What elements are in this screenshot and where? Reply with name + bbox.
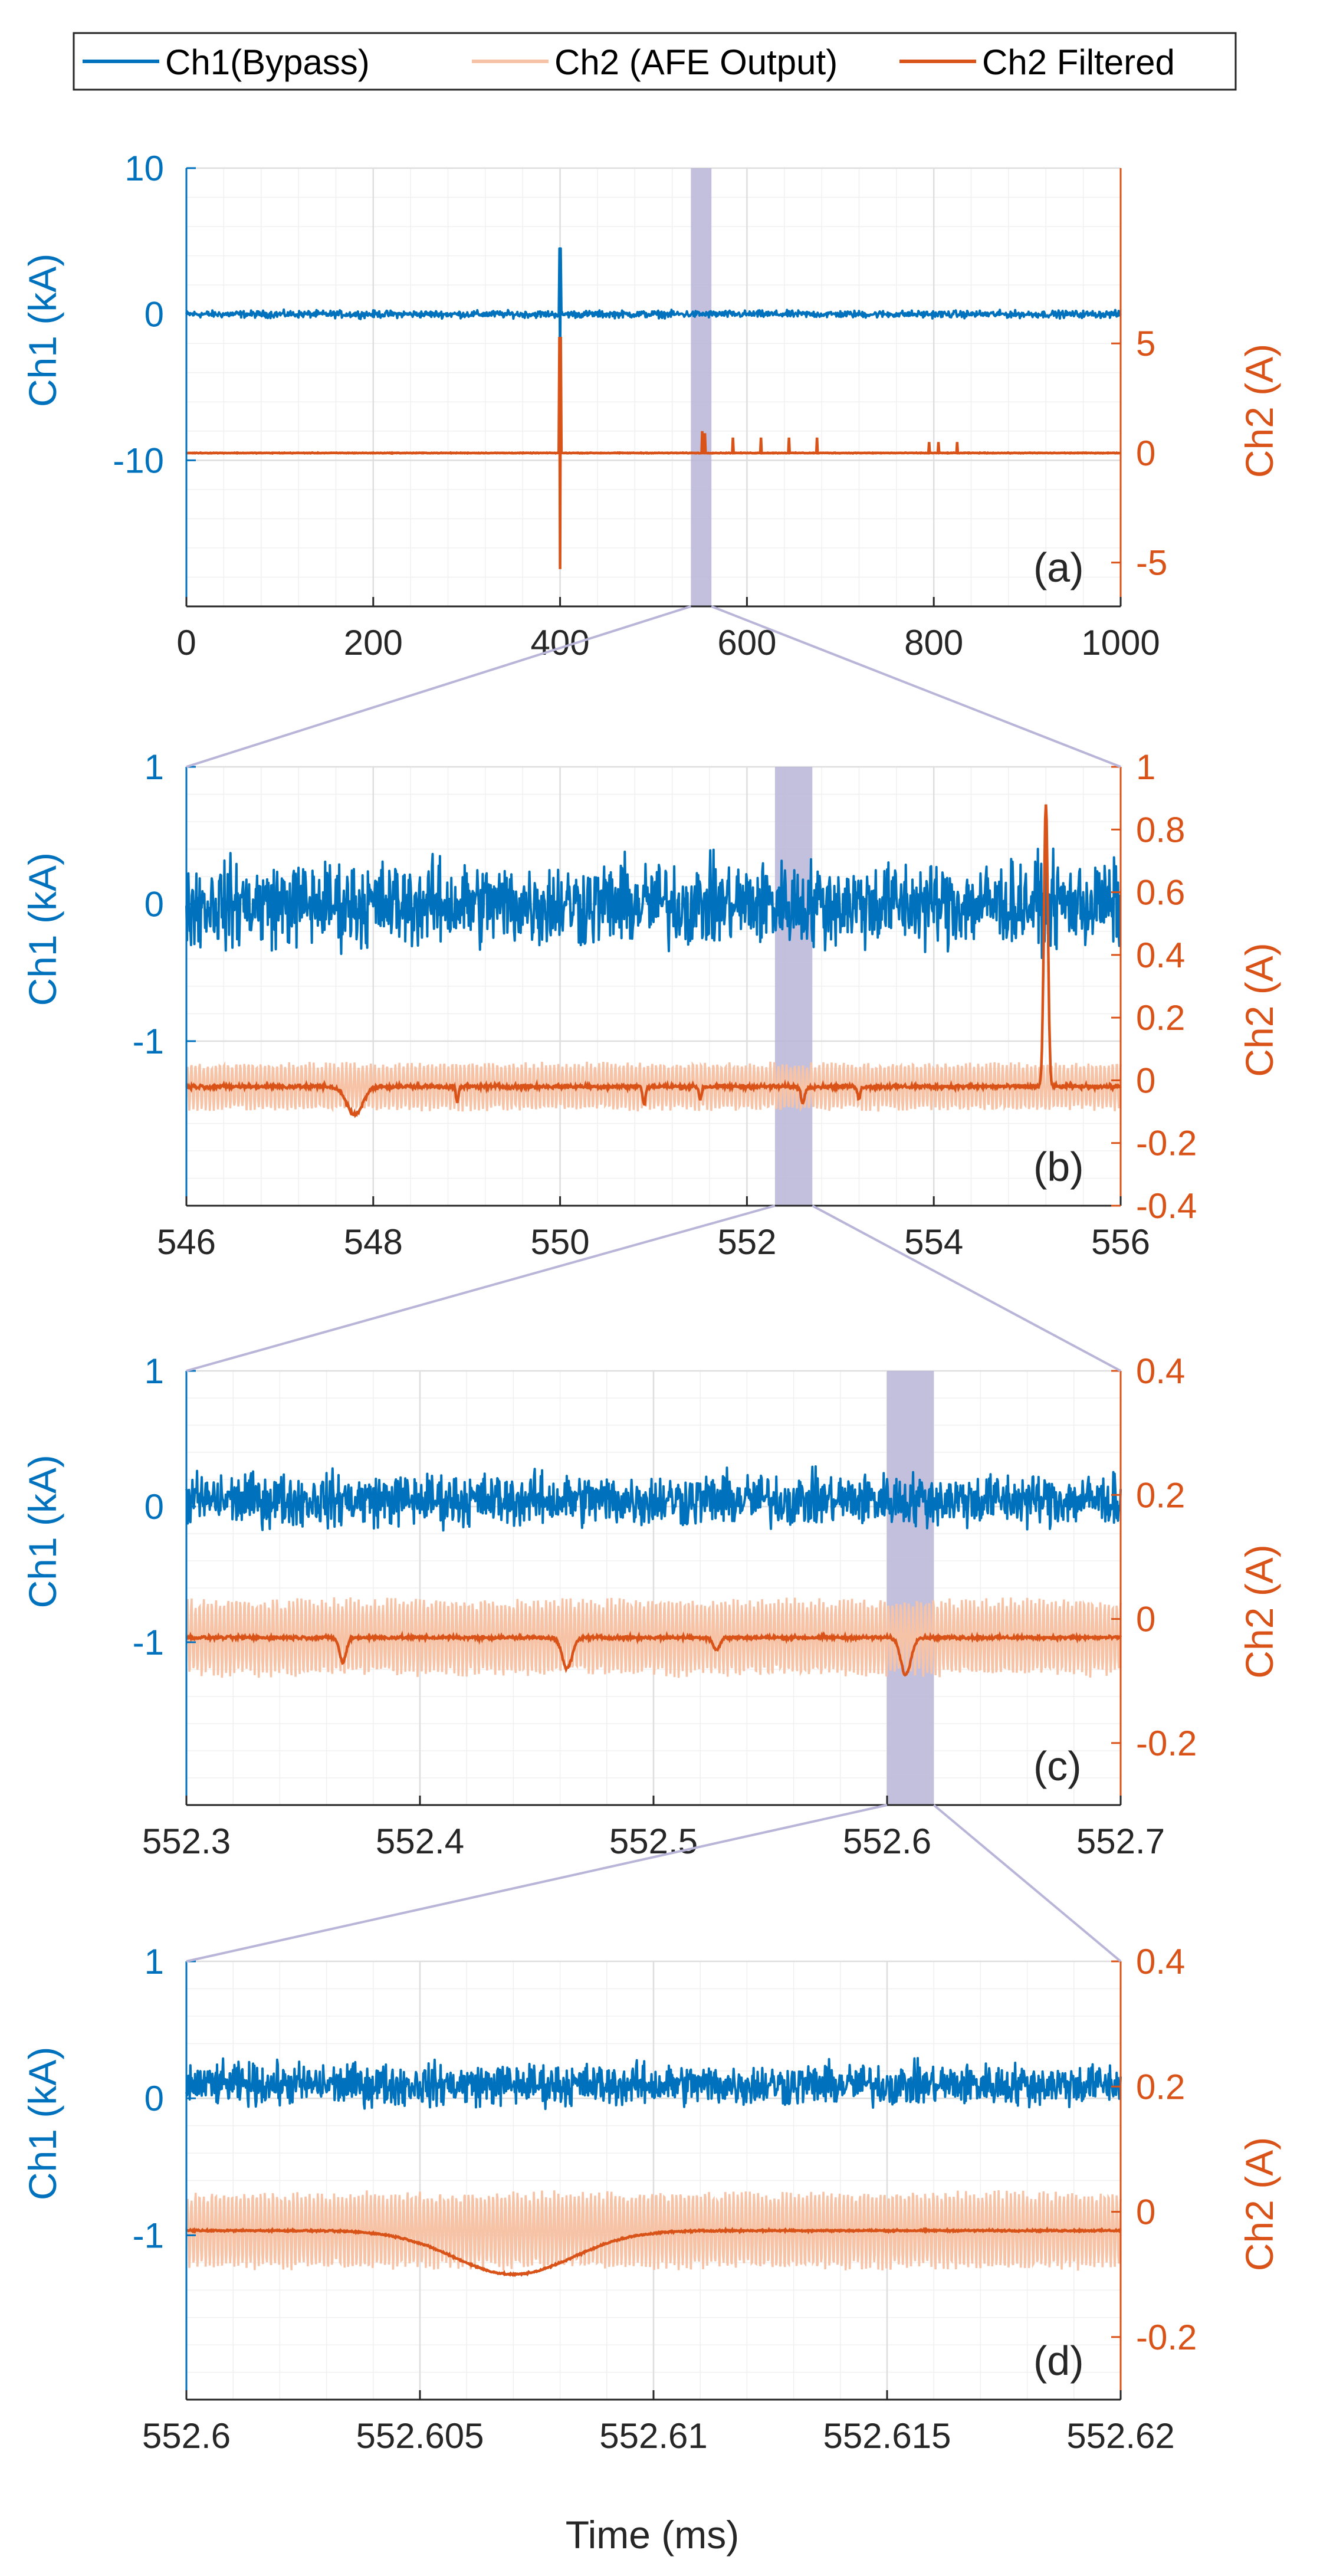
x-axis-label: Time (ms) [566, 2513, 740, 2557]
ch2-tick-label: 0.2 [1136, 1475, 1185, 1515]
x-tick-label: 552.3 [142, 1822, 231, 1861]
panel-d: 552.6 552.605 552.61 552.615 552.62 1 0 -1 0.4 0.… [21, 1942, 1281, 2456]
panel-label: (b) [1033, 1144, 1084, 1190]
x-tick-label: 552.4 [376, 1822, 464, 1861]
ch1-tick-label: -1 [133, 2216, 164, 2255]
x-tick-label: 550 [531, 1222, 590, 1262]
ch2-tick-label: 1 [1136, 747, 1155, 787]
x-tick-label: 552 [717, 1222, 776, 1262]
series-ch2-filtered-line [185, 804, 1122, 1118]
x-tick-label: 0 [176, 623, 196, 662]
series-ch1-line [185, 847, 1121, 959]
ch1-tick-label: 10 [124, 149, 164, 188]
x-tick-label: 600 [717, 623, 776, 662]
zoom-connectors [186, 605, 1122, 1963]
panel-a: 0 200 400 600 800 1000 10 0 -10 5 0 -5 Ch1 (kA) Ch2 (… [21, 149, 1281, 662]
x-tick-label: 800 [904, 623, 963, 662]
x-tick-label: 554 [904, 1222, 963, 1262]
ch2-axis-label: Ch2 (A) [1237, 1544, 1281, 1678]
ch1-axis-label: Ch1 (kA) [21, 254, 64, 407]
ch1-tick-label: 1 [145, 747, 164, 787]
series-ch2-filtered-line [186, 337, 1121, 569]
x-tick-label: 552.6 [843, 1822, 931, 1861]
ch1-tick-label: 0 [145, 1487, 164, 1527]
panel-label: (d) [1033, 2338, 1084, 2384]
x-tick-label: 552.605 [356, 2416, 484, 2456]
zoom-connector-right [812, 1205, 1121, 1372]
ch2-tick-label: 0.2 [1136, 2067, 1185, 2106]
ch2-tick-label: 0 [1136, 1600, 1155, 1639]
ch2-axis-label: Ch2 (A) [1237, 344, 1281, 478]
panel-label: (c) [1033, 1743, 1082, 1789]
zoom-highlight-band [774, 767, 813, 1206]
panel-c: 552.3 552.4 552.5 552.6 552.7 1 0 -1 0.4 0.2 0 -0.2… [21, 1351, 1281, 1861]
ch2-tick-label: 0.8 [1136, 810, 1185, 849]
series-ch2-raw-line [185, 1597, 1122, 1678]
ch2-tick-label: -5 [1136, 543, 1167, 583]
ch2-tick-label: -0.2 [1136, 1724, 1197, 1763]
x-tick-label: 552.62 [1066, 2416, 1175, 2456]
series-ch2-raw-line [185, 1061, 1122, 1113]
x-tick-label: 548 [344, 1222, 403, 1262]
ch1-tick-label: 0 [145, 885, 164, 924]
ch2-tick-label: 0.4 [1136, 1351, 1185, 1391]
x-tick-label: 552.7 [1076, 1822, 1165, 1861]
ch1-tick-label: 1 [145, 1351, 164, 1391]
ch2-tick-label: 0 [1136, 434, 1155, 473]
legend-entry-ch1: Ch1(Bypass) [165, 42, 370, 82]
ch1-axis-label: Ch1 (kA) [21, 852, 64, 1006]
ch2-tick-label: 0.4 [1136, 1942, 1185, 1981]
zoom-connector-left [186, 1804, 888, 1963]
ch1-axis-label: Ch1 (kA) [21, 1455, 64, 1608]
x-tick-label: 552.615 [823, 2416, 951, 2456]
x-tick-label: 556 [1091, 1222, 1150, 1262]
legend-box [73, 32, 1237, 91]
x-tick-label: 552.61 [599, 2416, 708, 2456]
ch2-tick-label: -0.2 [1136, 2318, 1197, 2357]
ch2-tick-label: 0 [1136, 1061, 1155, 1100]
series-ch1-line [185, 247, 1122, 403]
zoom-connector-left [186, 1205, 776, 1372]
ch2-tick-label: -0.4 [1136, 1186, 1197, 1226]
x-tick-label: 552.5 [609, 1822, 698, 1861]
zoom-connector-right [711, 605, 1121, 768]
ch1-tick-label: -10 [113, 441, 164, 480]
ch2-tick-label: 0.4 [1136, 936, 1185, 975]
ch1-axis-label: Ch1 (kA) [21, 2047, 64, 2200]
ch1-tick-label: -1 [133, 1623, 164, 1662]
x-tick-label: 400 [531, 623, 590, 662]
ch1-tick-label: 0 [145, 2079, 164, 2118]
x-tick-label: 546 [157, 1222, 216, 1262]
legend-entry-ch2-raw: Ch2 (AFE Output) [554, 42, 838, 82]
zoom-connector-right [932, 1804, 1122, 1963]
legend: Ch1(Bypass) Ch2 (AFE Output) Ch2 Filtere… [73, 32, 1237, 91]
ch2-tick-label: 0.2 [1136, 998, 1185, 1038]
ch2-tick-label: -0.2 [1136, 1124, 1197, 1163]
zoom-highlight-band [887, 1371, 934, 1805]
ch2-axis-label: Ch2 (A) [1237, 2137, 1281, 2271]
zoom-highlight-band [691, 168, 712, 606]
series-ch2-filtered-line [186, 2226, 1122, 2278]
series-ch2-filtered-line [185, 1630, 1122, 1677]
panel-label: (a) [1033, 544, 1084, 590]
x-tick-label: 552.6 [142, 2416, 231, 2456]
x-tick-label: 200 [344, 623, 403, 662]
panel-b: 546 548 550 552 554 556 1 0 -1 1 0.8 0.6 0.4 0.2 0 -0.2… [21, 747, 1281, 1262]
series-ch1-line [185, 1465, 1122, 1532]
ch2-tick-label: 0 [1136, 2193, 1155, 2232]
ch1-tick-label: -1 [133, 1022, 164, 1061]
ch1-tick-label: 0 [145, 295, 164, 334]
zoom-connector-left [186, 605, 691, 768]
legend-entry-ch2-filtered: Ch2 Filtered [982, 42, 1175, 82]
ch2-tick-label: 0.6 [1136, 873, 1185, 913]
ch1-tick-label: 1 [145, 1942, 164, 1981]
x-tick-label: 1000 [1081, 623, 1160, 662]
series-ch1-line [185, 2057, 1122, 2111]
ch2-tick-label: 5 [1136, 324, 1155, 363]
series-ch2-raw-line [185, 2190, 1122, 2271]
ch2-axis-label: Ch2 (A) [1237, 943, 1281, 1077]
